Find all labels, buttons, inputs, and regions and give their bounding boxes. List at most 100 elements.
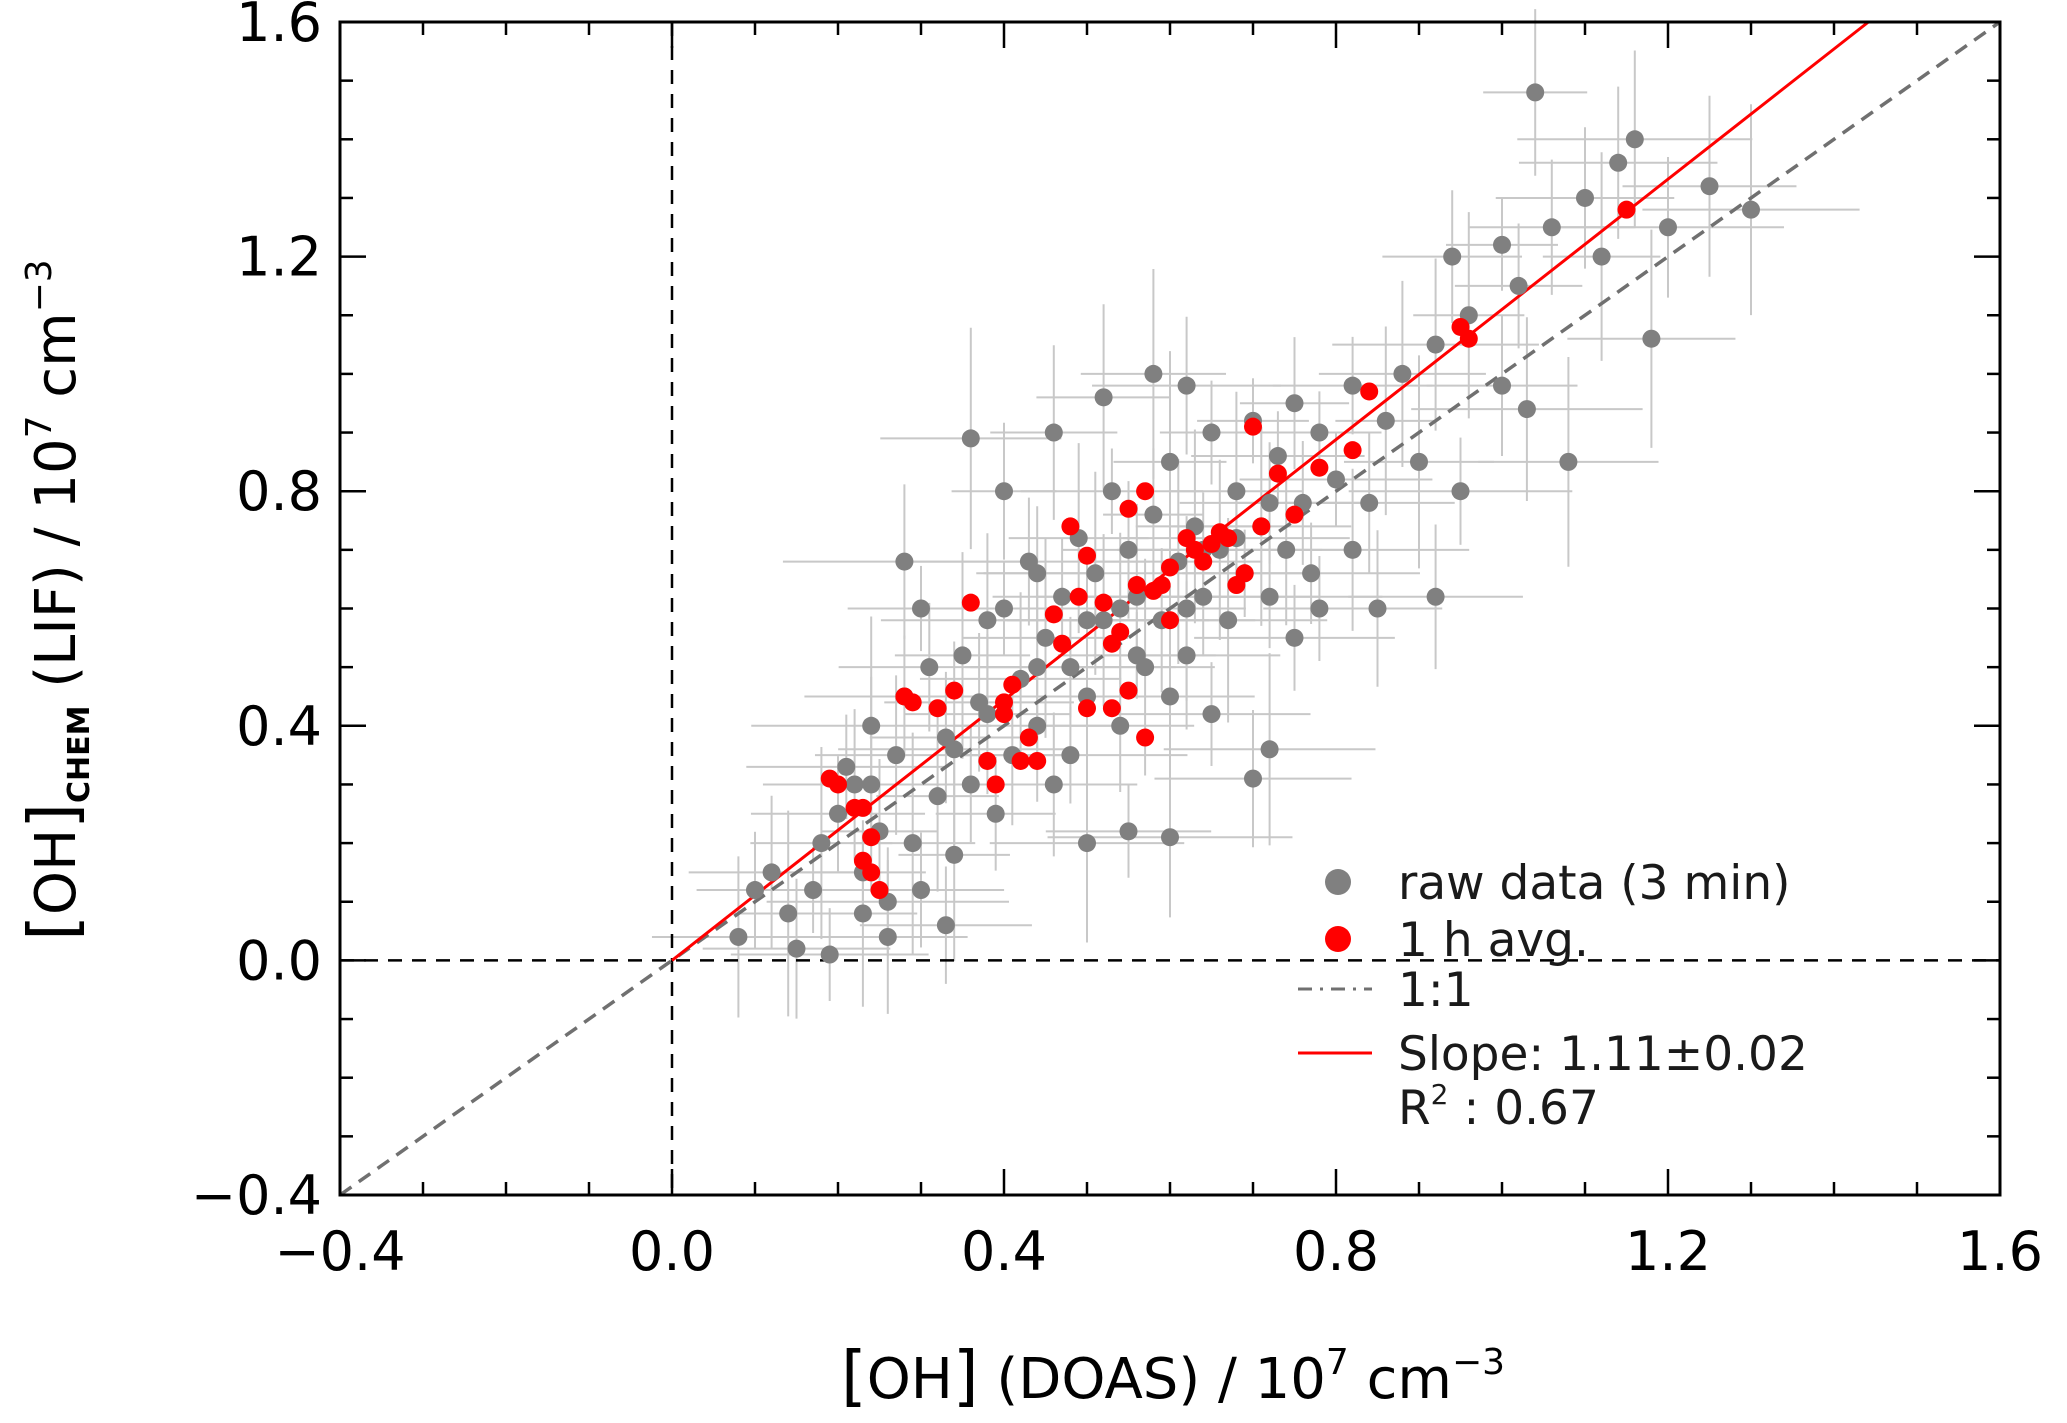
- raw-data-point: [1493, 376, 1511, 395]
- raw-data-point: [1277, 540, 1296, 559]
- raw-data-point: [762, 863, 781, 882]
- y-label-species: OH: [24, 829, 89, 915]
- hourly-average-point: [1119, 499, 1138, 518]
- raw-data-point: [1194, 587, 1213, 606]
- raw-data-point: [1111, 716, 1130, 735]
- raw-data-point: [1302, 564, 1321, 583]
- raw-data-point: [1260, 493, 1279, 512]
- raw-data-series: [729, 83, 1760, 964]
- raw-data-point: [887, 746, 906, 765]
- y-tick-label: 1.6: [236, 0, 322, 54]
- legend-raw-marker: [1325, 869, 1351, 895]
- raw-data-point: [812, 834, 831, 853]
- legend-raw-label: raw data (3 min): [1398, 856, 1790, 911]
- raw-data-point: [1028, 658, 1047, 677]
- legend-avg-marker: [1325, 926, 1351, 952]
- raw-data-point: [1161, 452, 1179, 471]
- hourly-average-point: [986, 775, 1005, 794]
- x-tick-label: 0.8: [1293, 1220, 1379, 1283]
- fit-line: [671, 20, 1870, 962]
- raw-data-point: [746, 881, 764, 900]
- raw-data-point: [1625, 130, 1644, 149]
- x-label-unit: cm: [1349, 1347, 1452, 1412]
- raw-data-point: [1542, 218, 1561, 237]
- raw-data-point: [1443, 247, 1462, 266]
- raw-data-point: [1036, 628, 1055, 647]
- legend-avg-label: 1 h avg.: [1398, 913, 1589, 968]
- x-tick-label: 0.0: [629, 1220, 715, 1283]
- raw-data-point: [1086, 564, 1105, 583]
- y-axis-label: [OH]CHEM (LIF) / 107 cm−3: [14, 259, 97, 940]
- hourly-average-point: [1244, 417, 1262, 436]
- hourly-average-series: [820, 200, 1636, 900]
- raw-data-point: [829, 804, 847, 823]
- hourly-average-point: [870, 881, 889, 900]
- legend-r2-suffix: : 0.67: [1449, 1081, 1599, 1136]
- raw-data-point: [1609, 153, 1628, 172]
- y-label-bracket-close: ]: [14, 803, 91, 829]
- hourly-average-point: [1003, 675, 1022, 694]
- raw-data-point: [1044, 775, 1063, 794]
- hourly-average-point: [1360, 382, 1379, 401]
- raw-data-point: [1219, 611, 1238, 630]
- x-label-bracket-close: ]: [953, 1337, 979, 1414]
- raw-data-point: [1260, 587, 1279, 606]
- hourly-average-point: [995, 693, 1013, 712]
- y-label-unit: cm: [24, 312, 89, 415]
- hourly-average-point: [1285, 505, 1304, 524]
- raw-data-point: [1144, 364, 1163, 383]
- raw-data-point: [1119, 822, 1138, 841]
- x-label-species: OH: [867, 1347, 953, 1412]
- hourly-average-point: [1161, 558, 1179, 577]
- raw-data-point: [1202, 705, 1221, 724]
- raw-data-point: [787, 939, 806, 958]
- hourly-average-point: [1111, 622, 1130, 641]
- hourly-average-point: [1102, 699, 1121, 718]
- raw-data-point: [895, 552, 914, 571]
- raw-data-point: [1061, 658, 1080, 677]
- x-tick-label: 1.6: [1957, 1220, 2043, 1283]
- raw-data-point: [1244, 769, 1262, 788]
- raw-data-point: [1053, 587, 1072, 606]
- y-label-instrument: (LIF) / 10: [24, 438, 89, 705]
- legend: raw data (3 min) 1 h avg. 1:1 Slope: 1.1…: [1298, 856, 1808, 1136]
- raw-data-point: [1144, 505, 1163, 524]
- legend-r2-label: R2 : 0.67: [1398, 1078, 1599, 1136]
- legend-r2-prefix: R: [1398, 1081, 1431, 1136]
- raw-data-point: [1161, 828, 1179, 847]
- raw-data-point: [1078, 611, 1096, 630]
- hourly-average-point: [1219, 529, 1238, 548]
- hourly-average-point: [961, 593, 980, 612]
- raw-data-point: [1526, 83, 1545, 102]
- raw-data-point: [903, 834, 922, 853]
- y-label-exponent: 7: [19, 415, 60, 438]
- hourly-average-point: [1127, 576, 1146, 595]
- tick-labels: −0.4 0.0 0.4 0.8 1.2 1.6 −0.4 0.0 0.4 0.8 1.2 1.6: [191, 0, 2043, 1283]
- raw-data-point: [1410, 452, 1428, 471]
- raw-data-point: [1509, 276, 1528, 295]
- raw-data-point: [1285, 628, 1304, 647]
- hourly-average-point: [1078, 546, 1096, 565]
- axis-ticks: [338, 20, 2002, 1197]
- hourly-average-point: [862, 863, 881, 882]
- hourly-average-point: [1161, 611, 1179, 630]
- raw-data-point: [1368, 599, 1387, 618]
- raw-data-point: [878, 927, 897, 946]
- hourly-average-point: [1044, 605, 1063, 624]
- hourly-average-point: [1343, 441, 1362, 460]
- raw-data-point: [1268, 447, 1287, 466]
- raw-data-point: [961, 775, 980, 794]
- x-tick-label: 1.2: [1625, 1220, 1711, 1283]
- raw-data-point: [1327, 470, 1345, 489]
- raw-data-point: [1642, 329, 1661, 348]
- raw-data-point: [1310, 599, 1329, 618]
- y-label-bracket-open: [: [14, 915, 91, 941]
- raw-data-point: [862, 775, 881, 794]
- raw-data-point: [1161, 687, 1179, 706]
- raw-data-point: [837, 757, 856, 776]
- raw-data-point: [1102, 482, 1121, 501]
- raw-data-point: [945, 845, 964, 864]
- raw-data-point: [920, 658, 939, 677]
- raw-data-point: [1127, 646, 1146, 665]
- y-label-unit-exponent: −3: [19, 259, 60, 312]
